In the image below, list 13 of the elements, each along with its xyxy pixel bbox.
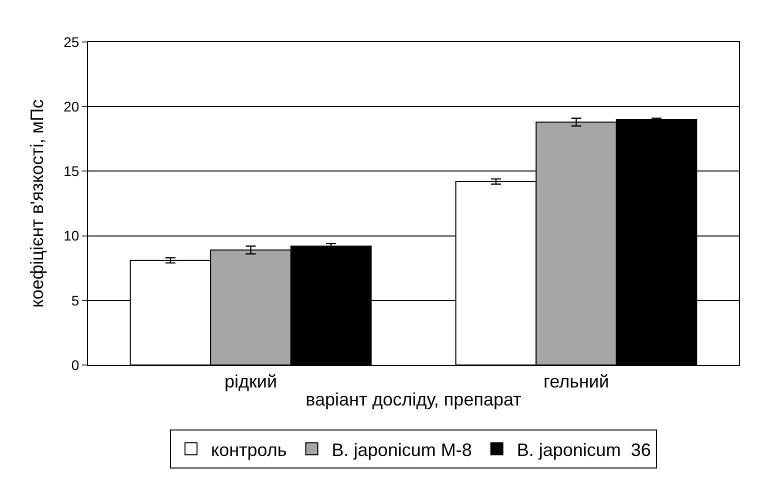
y-tick-label: 0 bbox=[71, 356, 80, 373]
y-tick-label: 15 bbox=[64, 163, 80, 180]
x-axis-title: варіант досліду, препарат bbox=[306, 390, 522, 410]
x-tick-label: гельний bbox=[543, 372, 610, 392]
y-tick-label: 25 bbox=[64, 34, 80, 50]
legend-label: контроль bbox=[211, 440, 287, 460]
y-axis-title: коефіцієнт в'язкості, мПс bbox=[26, 99, 47, 308]
x-tick-label: рідкий bbox=[224, 372, 277, 392]
legend-label: B. japonicum М-8 bbox=[332, 440, 472, 460]
y-tick-label: 5 bbox=[71, 292, 80, 308]
y-tick-label: 10 bbox=[64, 228, 80, 244]
legend-label: B. japonicum 36 bbox=[516, 440, 651, 460]
y-tick-label: 20 bbox=[64, 98, 80, 114]
